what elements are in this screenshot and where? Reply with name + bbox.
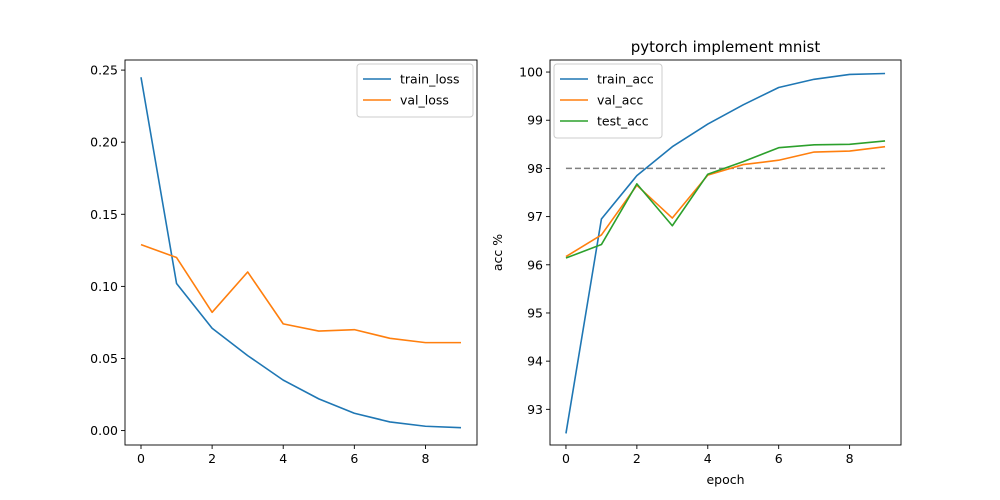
x-tick-label: 6 [350, 451, 358, 466]
chart-title: pytorch implement mnist [631, 38, 821, 56]
legend-label-test_acc: test_acc [597, 114, 649, 129]
legend-label-train_loss: train_loss [400, 72, 460, 87]
series-line-train_acc [565, 72, 886, 434]
y-tick-label: 94 [527, 354, 543, 369]
legend: train_acc val_acc test_acc [553, 63, 663, 139]
accuracy-chart: 0 2 4 6 8 93 94 95 96 97 98 99 100 pytorch implement … [490, 38, 902, 487]
loss-chart: 0 2 4 6 8 0.00 0.05 0.10 0.15 0.20 0.25 train_lossv… [90, 59, 478, 466]
y-tick-label: 95 [527, 305, 543, 320]
plot-frame [549, 59, 902, 446]
legend-box [553, 63, 663, 139]
legend-label-train_acc: train_acc [597, 72, 654, 87]
y-tick-label: 100 [519, 65, 543, 80]
x-tick-label: 0 [137, 451, 145, 466]
x-tick-label: 6 [775, 451, 783, 466]
y-tick-label: 99 [527, 113, 543, 128]
x-tick-label: 2 [633, 451, 641, 466]
y-axis-label: acc % [490, 234, 505, 271]
series-line-train_loss [140, 77, 462, 429]
series-line-test_acc [565, 140, 886, 259]
x-axis-label: epoch [706, 472, 744, 487]
legend-label-val_acc: val_acc [597, 93, 643, 108]
y-tick-label: 96 [527, 257, 543, 272]
y-tick-label: 0.15 [90, 207, 118, 222]
plot-frame [124, 59, 478, 446]
y-tick-label: 0.10 [90, 279, 118, 294]
x-tick-label: 2 [208, 451, 216, 466]
x-tick-label: 4 [704, 451, 712, 466]
y-tick-label: 0.05 [90, 351, 118, 366]
x-tick-label: 8 [846, 451, 854, 466]
y-tick-label: 93 [527, 402, 543, 417]
y-tick-label: 98 [527, 161, 543, 176]
series-line-val_acc [565, 145, 886, 258]
y-tick-label: 0.00 [90, 423, 118, 438]
y-tick-label: 0.20 [90, 135, 118, 150]
legend-box [356, 63, 474, 118]
legend-label-val_loss: val_loss [400, 93, 449, 108]
x-tick-label: 8 [421, 451, 429, 466]
x-tick-label: 0 [562, 451, 570, 466]
x-tick-label: 4 [279, 451, 287, 466]
y-tick-label: 97 [527, 209, 543, 224]
series-line-val_loss [140, 243, 461, 344]
legend: train_loss val_loss [356, 63, 474, 118]
y-tick-label: 0.25 [90, 63, 118, 78]
